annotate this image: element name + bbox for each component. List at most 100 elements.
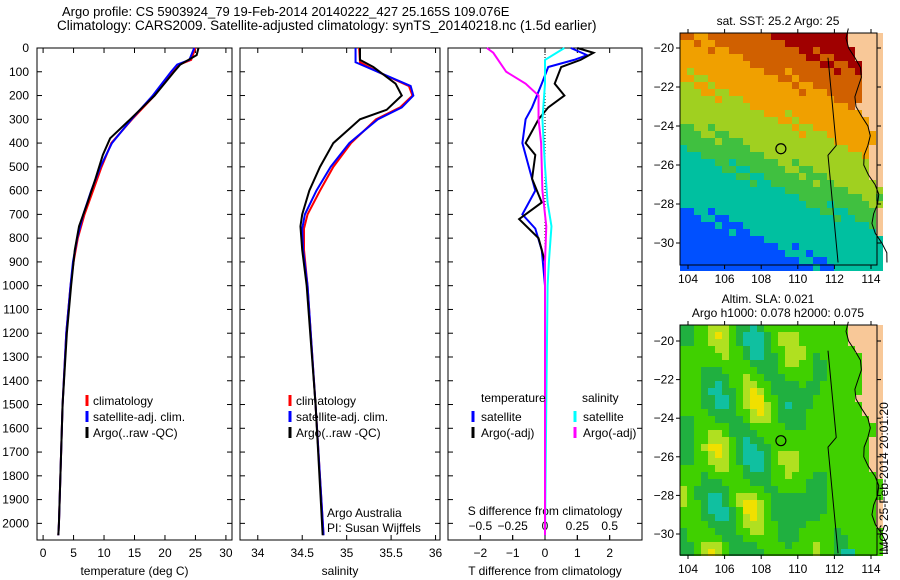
- map-cell: [862, 395, 869, 402]
- map-cell: [743, 82, 750, 89]
- map-cell: [736, 360, 743, 367]
- map-cell: [806, 187, 813, 194]
- map-cell: [820, 416, 827, 423]
- map-cell: [715, 131, 722, 138]
- x-tick-label: 34: [251, 546, 265, 560]
- map-cell: [743, 402, 750, 409]
- map-cell: [820, 346, 827, 353]
- map-cell: [722, 493, 729, 500]
- argo-location-marker: [775, 143, 787, 155]
- map-cell: [855, 222, 862, 229]
- map-cell: [820, 40, 827, 47]
- map-cell: [729, 222, 736, 229]
- map-cell: [701, 166, 708, 173]
- map-cell: [764, 96, 771, 103]
- map-cell: [848, 61, 855, 68]
- map-cell: [827, 381, 834, 388]
- map-cell: [792, 180, 799, 187]
- map-cell: [722, 549, 729, 556]
- map-cell: [827, 229, 834, 236]
- map-cell: [848, 549, 855, 556]
- map-cell: [750, 264, 757, 271]
- map-cell: [820, 465, 827, 472]
- map-cell: [855, 325, 862, 332]
- map-cell: [757, 472, 764, 479]
- legend-label: Argo(..raw -QC): [296, 426, 381, 440]
- map-cell: [701, 500, 708, 507]
- map-cell: [785, 68, 792, 75]
- map-cell: [708, 353, 715, 360]
- map-cell: [799, 145, 806, 152]
- map-cell: [862, 243, 869, 250]
- map-cell: [876, 264, 883, 271]
- map-cell: [813, 138, 820, 145]
- map-cell: [855, 437, 862, 444]
- map-cell: [813, 215, 820, 222]
- map-cell: [750, 402, 757, 409]
- map-cell: [813, 325, 820, 332]
- map-cell: [834, 75, 841, 82]
- map-cell: [680, 236, 687, 243]
- map-cell: [757, 40, 764, 47]
- map-cell: [792, 68, 799, 75]
- map-cell: [694, 222, 701, 229]
- y-tick-label: 100: [9, 65, 29, 79]
- map-cell: [869, 535, 876, 542]
- map-cell: [708, 257, 715, 264]
- map-cell: [848, 416, 855, 423]
- map-cell: [701, 381, 708, 388]
- map-cell: [834, 430, 841, 437]
- map-cell: [729, 124, 736, 131]
- map-cell: [806, 173, 813, 180]
- map-cell: [806, 479, 813, 486]
- map-cell: [806, 40, 813, 47]
- map-cell: [869, 159, 876, 166]
- map-cell: [722, 479, 729, 486]
- map-cell: [785, 360, 792, 367]
- map-cell: [743, 222, 750, 229]
- map-cell: [876, 82, 883, 89]
- map-cell: [715, 535, 722, 542]
- map-cell: [729, 381, 736, 388]
- map-cell: [680, 409, 687, 416]
- map-cell: [792, 332, 799, 339]
- map-cell: [687, 61, 694, 68]
- map-cell: [806, 367, 813, 374]
- map-cell: [799, 243, 806, 250]
- map-cell: [729, 54, 736, 61]
- map-cell: [729, 40, 736, 47]
- map-cell: [799, 500, 806, 507]
- map-cell: [869, 346, 876, 353]
- map-cell: [785, 332, 792, 339]
- map-cell: [799, 472, 806, 479]
- map-cell: [813, 243, 820, 250]
- map-cell: [701, 250, 708, 257]
- map-cell: [855, 542, 862, 549]
- map-cell: [799, 82, 806, 89]
- map-cell: [827, 201, 834, 208]
- map-cell: [848, 521, 855, 528]
- map-cell: [820, 493, 827, 500]
- map-cell: [785, 243, 792, 250]
- map-cell: [722, 250, 729, 257]
- map-cell: [792, 353, 799, 360]
- map-cell: [806, 96, 813, 103]
- map-cell: [827, 479, 834, 486]
- map-cell: [680, 388, 687, 395]
- map-cell: [806, 493, 813, 500]
- map-cell: [834, 96, 841, 103]
- map-cell: [715, 110, 722, 117]
- map-cell: [785, 89, 792, 96]
- map-cell: [750, 472, 757, 479]
- map-cell: [708, 40, 715, 47]
- map-cell: [680, 47, 687, 54]
- map-cell: [750, 451, 757, 458]
- map-cell: [680, 166, 687, 173]
- map-cell: [764, 222, 771, 229]
- map-cell: [771, 542, 778, 549]
- map-cell: [708, 423, 715, 430]
- map-cell: [806, 75, 813, 82]
- map-cell: [694, 472, 701, 479]
- map-cell: [729, 250, 736, 257]
- map-cell: [869, 201, 876, 208]
